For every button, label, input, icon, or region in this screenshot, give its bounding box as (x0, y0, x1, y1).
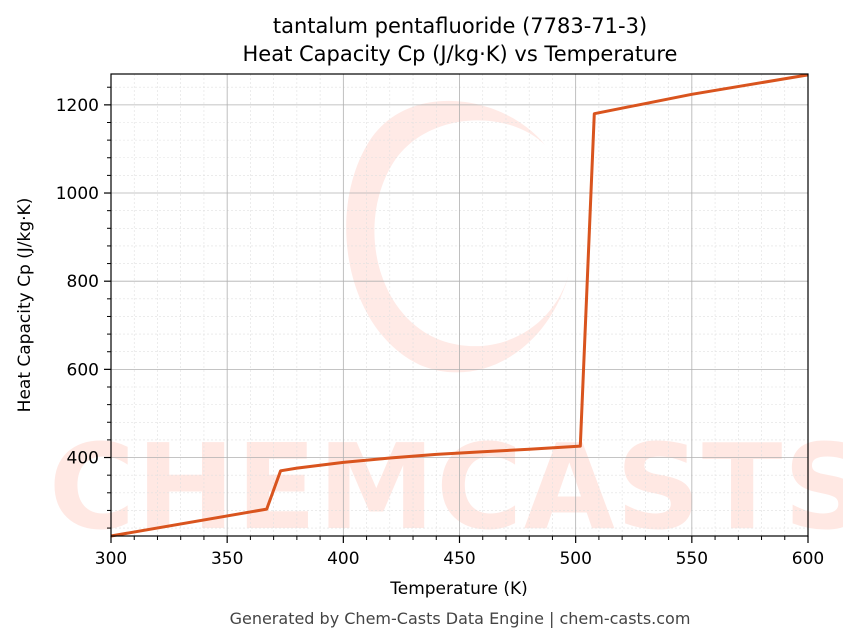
x-tick-label: 450 (443, 549, 475, 569)
x-axis: 300 350 400 450 500 550 600 (95, 536, 824, 569)
watermark-swirl (346, 100, 570, 373)
x-tick-label: 550 (676, 549, 708, 569)
x-tick-label: 500 (559, 549, 591, 569)
y-tick-label: 800 (67, 272, 99, 292)
watermark: CHEMCASTS (49, 100, 843, 556)
watermark-text: CHEMCASTS (49, 418, 843, 556)
x-tick-label: 300 (95, 549, 127, 569)
series-line (110, 73, 809, 538)
y-tick-label: 1200 (56, 96, 99, 116)
x-tick-label: 400 (327, 549, 359, 569)
x-tick-label: 350 (211, 549, 243, 569)
x-axis-label: Temperature (K) (389, 579, 528, 599)
y-axis-label: Heat Capacity Cp (J/kg·K) (15, 198, 35, 413)
y-tick-label: 600 (67, 360, 99, 380)
y-axis: 400 600 800 1000 1200 (56, 86, 111, 529)
footer-credit: Generated by Chem-Casts Data Engine | ch… (230, 609, 691, 628)
x-tick-label: 600 (792, 549, 824, 569)
y-tick-label: 400 (67, 449, 99, 469)
chart-title-line2: Heat Capacity Cp (J/kg·K) vs Temperature (243, 42, 678, 66)
chart-title-line1: tantalum pentafluoride (7783-71-3) (273, 14, 647, 38)
y-tick-label: 1000 (56, 184, 99, 204)
